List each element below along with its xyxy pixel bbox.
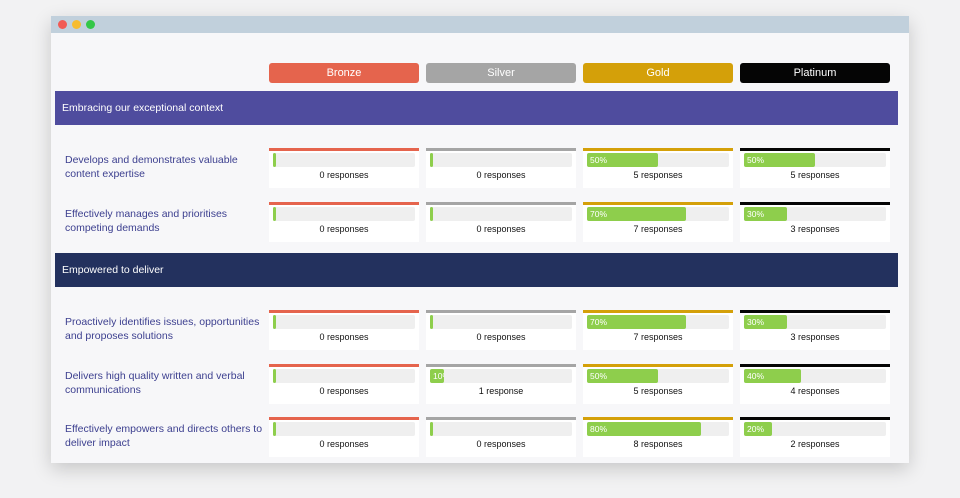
competency-label: Effectively empowers and directs others … xyxy=(65,423,263,449)
progress-track xyxy=(273,153,415,167)
competency-label: Proactively identifies issues, opportuni… xyxy=(65,316,260,342)
progress-fill: 30% xyxy=(744,315,787,329)
progress-fill: 80% xyxy=(587,422,701,436)
progress-fill: 70% xyxy=(587,206,687,221)
progress-fill: 20% xyxy=(744,422,773,436)
response-count: 3 responses xyxy=(790,223,840,234)
response-count: 0 responses xyxy=(319,223,369,234)
progress-fill: 10% xyxy=(430,368,445,383)
rating-cell-silver: 0 responses xyxy=(426,201,576,242)
progress-fill xyxy=(430,206,433,221)
response-count: 0 responses xyxy=(319,170,369,180)
progress-track: 50% xyxy=(744,153,886,167)
progress-track xyxy=(430,315,572,329)
progress-track: 20% xyxy=(744,422,886,436)
progress-track xyxy=(430,153,572,167)
progress-fill xyxy=(430,153,433,167)
progress-track xyxy=(430,422,572,436)
rating-cell-silver: 10% 1 response xyxy=(426,363,576,404)
response-count: 3 responses xyxy=(790,332,840,342)
response-count: 7 responses xyxy=(633,223,683,234)
rating-cell-silver: 0 responses xyxy=(426,310,576,350)
rating-cell-platinum: 30% 3 responses xyxy=(740,310,890,350)
competency-label: Develops and demonstrates valuable conte… xyxy=(65,154,238,180)
response-count: 2 responses xyxy=(790,439,840,449)
rating-cell-gold: 50% 5 responses xyxy=(583,148,733,188)
progress-track: 30% xyxy=(744,315,886,329)
competency-label: Delivers high quality written and verbal… xyxy=(65,369,245,396)
app-window: Bronze Silver Gold Platinum Embracing our ex… xyxy=(51,16,909,463)
rating-cell-platinum: 20% 2 responses xyxy=(740,417,890,457)
progress-track xyxy=(273,206,415,221)
progress-fill xyxy=(273,315,276,329)
progress-fill xyxy=(430,422,433,436)
title-bar xyxy=(51,16,909,33)
response-count: 5 responses xyxy=(633,170,683,180)
progress-fill: 30% xyxy=(744,206,787,221)
response-count: 5 responses xyxy=(790,170,840,180)
response-count: 0 responses xyxy=(476,332,526,342)
competency-label: Effectively manages and prioritises comp… xyxy=(65,207,228,234)
progress-track: 70% xyxy=(587,315,729,329)
response-count: 0 responses xyxy=(319,439,369,449)
progress-track: 30% xyxy=(744,206,886,221)
rating-cell-silver: 0 responses xyxy=(426,417,576,457)
progress-fill: 40% xyxy=(744,368,801,383)
progress-fill xyxy=(430,315,433,329)
rating-cell-bronze: 0 responses xyxy=(269,363,419,404)
progress-track: 10% xyxy=(430,368,572,383)
rating-cell-bronze: 0 responses xyxy=(269,417,419,457)
response-count: 5 responses xyxy=(633,385,683,396)
progress-fill xyxy=(273,206,276,221)
close-window-icon[interactable] xyxy=(58,20,67,29)
level-header-gold[interactable]: Gold xyxy=(583,63,733,83)
level-header-silver[interactable]: Silver xyxy=(426,63,576,83)
response-count: 0 responses xyxy=(319,332,369,342)
progress-track xyxy=(273,422,415,436)
progress-track xyxy=(430,206,572,221)
rating-cell-gold: 50% 5 responses xyxy=(583,363,733,404)
response-count: 1 response xyxy=(478,385,524,396)
progress-fill xyxy=(273,368,276,383)
progress-track: 40% xyxy=(744,368,886,383)
progress-track: 80% xyxy=(587,422,729,436)
progress-fill xyxy=(273,422,276,436)
rating-cell-silver: 0 responses xyxy=(426,148,576,188)
progress-fill: 50% xyxy=(744,153,815,167)
response-count: 7 responses xyxy=(633,332,683,342)
progress-fill: 50% xyxy=(587,153,658,167)
response-count: 0 responses xyxy=(476,223,526,234)
report-content: Bronze Silver Gold Platinum Embracing our ex… xyxy=(51,33,909,463)
response-count: 4 responses xyxy=(790,385,840,396)
level-header-platinum[interactable]: Platinum xyxy=(740,63,890,83)
minimize-window-icon[interactable] xyxy=(72,20,81,29)
progress-track xyxy=(273,315,415,329)
progress-fill xyxy=(273,153,276,167)
maximize-window-icon[interactable] xyxy=(86,20,95,29)
rating-cell-gold: 70% 7 responses xyxy=(583,201,733,242)
response-count: 0 responses xyxy=(476,170,526,180)
section-header: Empowered to deliver xyxy=(55,253,898,287)
response-count: 0 responses xyxy=(476,439,526,449)
rating-cell-bronze: 0 responses xyxy=(269,148,419,188)
progress-track xyxy=(273,368,415,383)
response-count: 0 responses xyxy=(319,385,369,396)
level-header-bronze[interactable]: Bronze xyxy=(269,63,419,83)
rating-cell-gold: 80% 8 responses xyxy=(583,417,733,457)
progress-fill: 50% xyxy=(587,368,658,383)
rating-cell-gold: 70% 7 responses xyxy=(583,310,733,350)
response-count: 8 responses xyxy=(633,439,683,449)
progress-fill: 70% xyxy=(587,315,687,329)
progress-track: 50% xyxy=(587,368,729,383)
rating-cell-bronze: 0 responses xyxy=(269,310,419,350)
progress-track: 50% xyxy=(587,153,729,167)
progress-track: 70% xyxy=(587,206,729,221)
rating-cell-platinum: 40% 4 responses xyxy=(740,363,890,404)
rating-cell-bronze: 0 responses xyxy=(269,201,419,242)
rating-cell-platinum: 50% 5 responses xyxy=(740,148,890,188)
rating-cell-platinum: 30% 3 responses xyxy=(740,201,890,242)
section-header: Embracing our exceptional context xyxy=(55,91,898,125)
